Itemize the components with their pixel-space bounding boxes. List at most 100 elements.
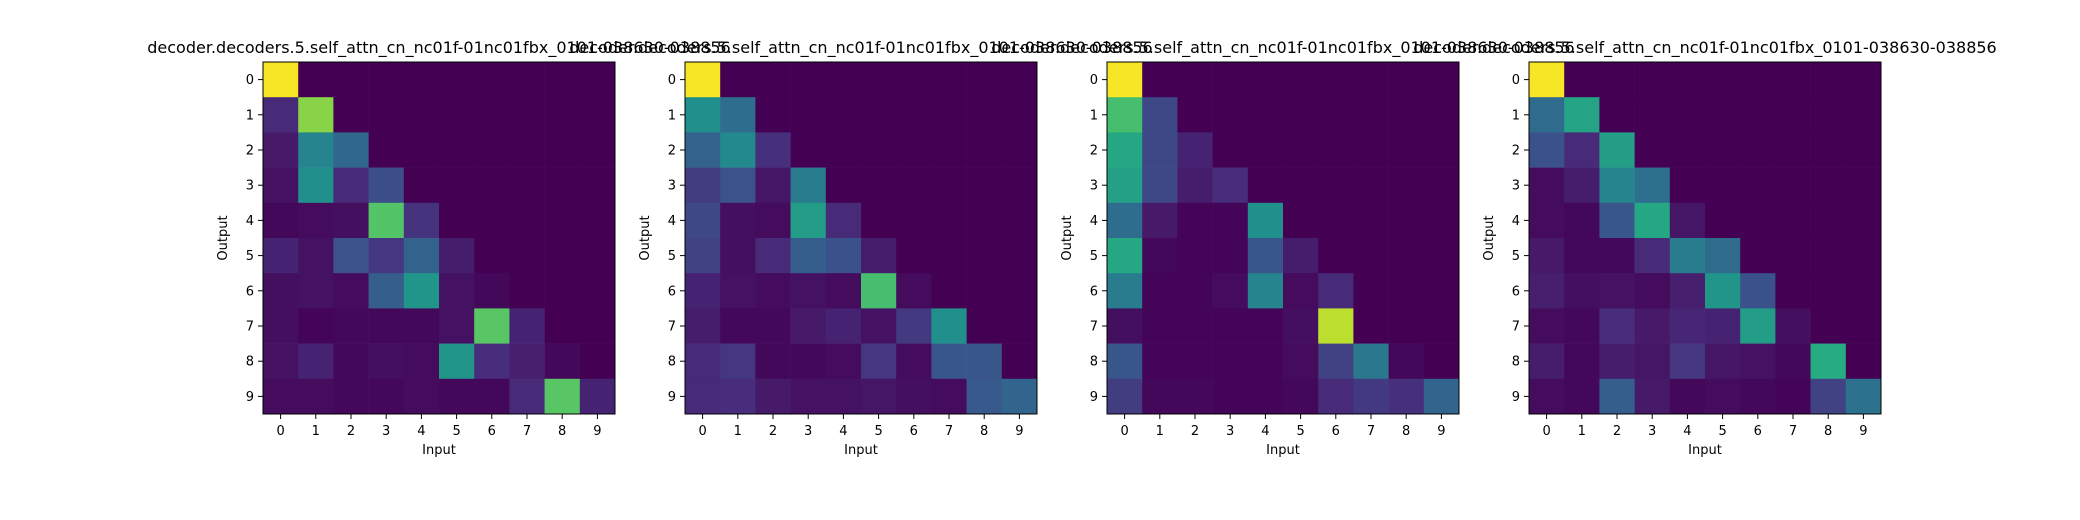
heatmap-cell — [298, 378, 334, 415]
heatmap-cell — [685, 273, 721, 309]
chart-title: decoder.decoders.5.self_attn_cn_nc01f-01… — [569, 38, 1152, 58]
heatmap-cell — [1247, 167, 1284, 204]
heatmap-cell — [790, 238, 827, 274]
heatmap-cell — [1212, 378, 1249, 415]
heatmap-cell — [1107, 132, 1143, 168]
heatmap-cell — [1705, 202, 1741, 239]
heatmap-cell — [1283, 238, 1319, 274]
heatmap-cell — [1177, 238, 1213, 274]
heatmap-cell — [474, 273, 510, 309]
heatmap-cell — [439, 273, 475, 309]
heatmap-cell — [1599, 62, 1635, 98]
y-tick-label: 0 — [246, 73, 254, 88]
heatmap-cell — [825, 97, 862, 133]
y-tick-label: 7 — [668, 320, 676, 335]
heatmap-cell — [544, 238, 581, 274]
heatmap-cell — [896, 202, 932, 239]
heatmap-cell — [1810, 167, 1847, 204]
heatmap-cell — [509, 378, 545, 415]
heatmap-cell — [368, 202, 405, 239]
heatmap-cell — [1142, 378, 1178, 415]
heatmap-cell — [1775, 62, 1811, 98]
heatmap-cell — [1353, 308, 1389, 344]
heatmap-cell — [509, 202, 545, 239]
heatmap-cell — [263, 132, 299, 168]
heatmap-cell — [263, 97, 299, 133]
heatmap-cell — [1388, 202, 1425, 239]
heatmap-cell — [1845, 238, 1882, 274]
heatmap-cell — [1212, 202, 1249, 239]
heatmap-cell — [403, 97, 440, 133]
heatmap-cell — [1564, 132, 1600, 168]
heatmap-cell — [1529, 238, 1565, 274]
heatmap-cell — [1001, 62, 1038, 98]
chart-title: decoder.decoders.5.self_attn_cn_nc01f-01… — [991, 38, 1574, 58]
x-tick-label: 7 — [523, 424, 531, 439]
y-tick-label: 0 — [1090, 73, 1098, 88]
y-tick-label: 5 — [1090, 249, 1098, 264]
heatmap-cell — [1740, 273, 1776, 309]
y-tick-label: 9 — [668, 390, 676, 405]
x-tick-label: 9 — [1015, 424, 1023, 439]
heatmap-cell — [1283, 62, 1319, 98]
heatmap-cell — [298, 273, 334, 309]
heatmap-cell — [755, 238, 791, 274]
heatmap-cell — [755, 343, 791, 380]
heatmap-cell — [474, 167, 510, 204]
heatmap-cell — [1107, 97, 1143, 133]
heatmap-cell — [544, 378, 581, 415]
x-tick-label: 3 — [1226, 424, 1234, 439]
heatmap-cell — [1564, 167, 1600, 204]
heatmap-cell — [544, 202, 581, 239]
heatmap-cell — [333, 167, 369, 204]
heatmap-cell — [1599, 97, 1635, 133]
heatmap-cell — [333, 273, 369, 309]
heatmap-panel-3: 0 1 2 3 4 5 6 7 8 9 0 1 2 3 4 5 6 7 8 9 Input Output decoder.d… — [991, 38, 1574, 458]
heatmap-cell — [1775, 202, 1811, 239]
heatmap-cell — [509, 132, 545, 168]
heatmap-cell — [1001, 273, 1038, 309]
heatmap-cell — [1599, 202, 1635, 239]
heatmap-cell — [931, 308, 967, 344]
heatmap-cell — [1177, 97, 1213, 133]
x-tick-label: 3 — [382, 424, 390, 439]
heatmap-cell — [1775, 308, 1811, 344]
y-tick-label: 1 — [1090, 108, 1098, 123]
heatmap-cell — [825, 202, 862, 239]
y-tick-label: 9 — [1512, 390, 1520, 405]
heatmap-cell — [474, 97, 510, 133]
heatmap-cell — [1107, 273, 1143, 309]
heatmap-cell — [298, 238, 334, 274]
heatmap-frame — [684, 61, 1038, 415]
x-tick-label: 1 — [1156, 424, 1164, 439]
heatmap-cell — [298, 202, 334, 239]
heatmap-cell — [263, 167, 299, 204]
y-tick-label: 3 — [1090, 179, 1098, 194]
heatmap-cell — [966, 62, 1003, 98]
heatmap-cell — [544, 308, 581, 344]
heatmap-cell — [1634, 62, 1671, 98]
x-tick-label: 5 — [1296, 424, 1304, 439]
x-tick-label: 9 — [1859, 424, 1867, 439]
y-tick-label: 4 — [1090, 214, 1098, 229]
heatmap-cell — [403, 132, 440, 168]
heatmap-cell — [790, 167, 827, 204]
y-tick-label: 7 — [246, 320, 254, 335]
chart-title: decoder.decoders.5.self_attn_cn_nc01f-01… — [147, 38, 730, 58]
heatmap-cell — [1564, 238, 1600, 274]
heatmap-cell — [1247, 202, 1284, 239]
x-tick-label: 2 — [769, 424, 777, 439]
heatmap-cell — [931, 343, 967, 380]
heatmap-cell — [755, 202, 791, 239]
heatmap-cell — [403, 378, 440, 415]
x-tick-label: 4 — [839, 424, 847, 439]
heatmap-cell — [439, 62, 475, 98]
heatmap-cell — [509, 62, 545, 98]
heatmap-cell — [1775, 132, 1811, 168]
heatmap-cell — [509, 343, 545, 380]
heatmap-cell — [333, 378, 369, 415]
heatmap-cell — [1423, 238, 1460, 274]
heatmap-cell — [439, 238, 475, 274]
heatmap-cell — [403, 62, 440, 98]
heatmap-cell — [1669, 202, 1706, 239]
